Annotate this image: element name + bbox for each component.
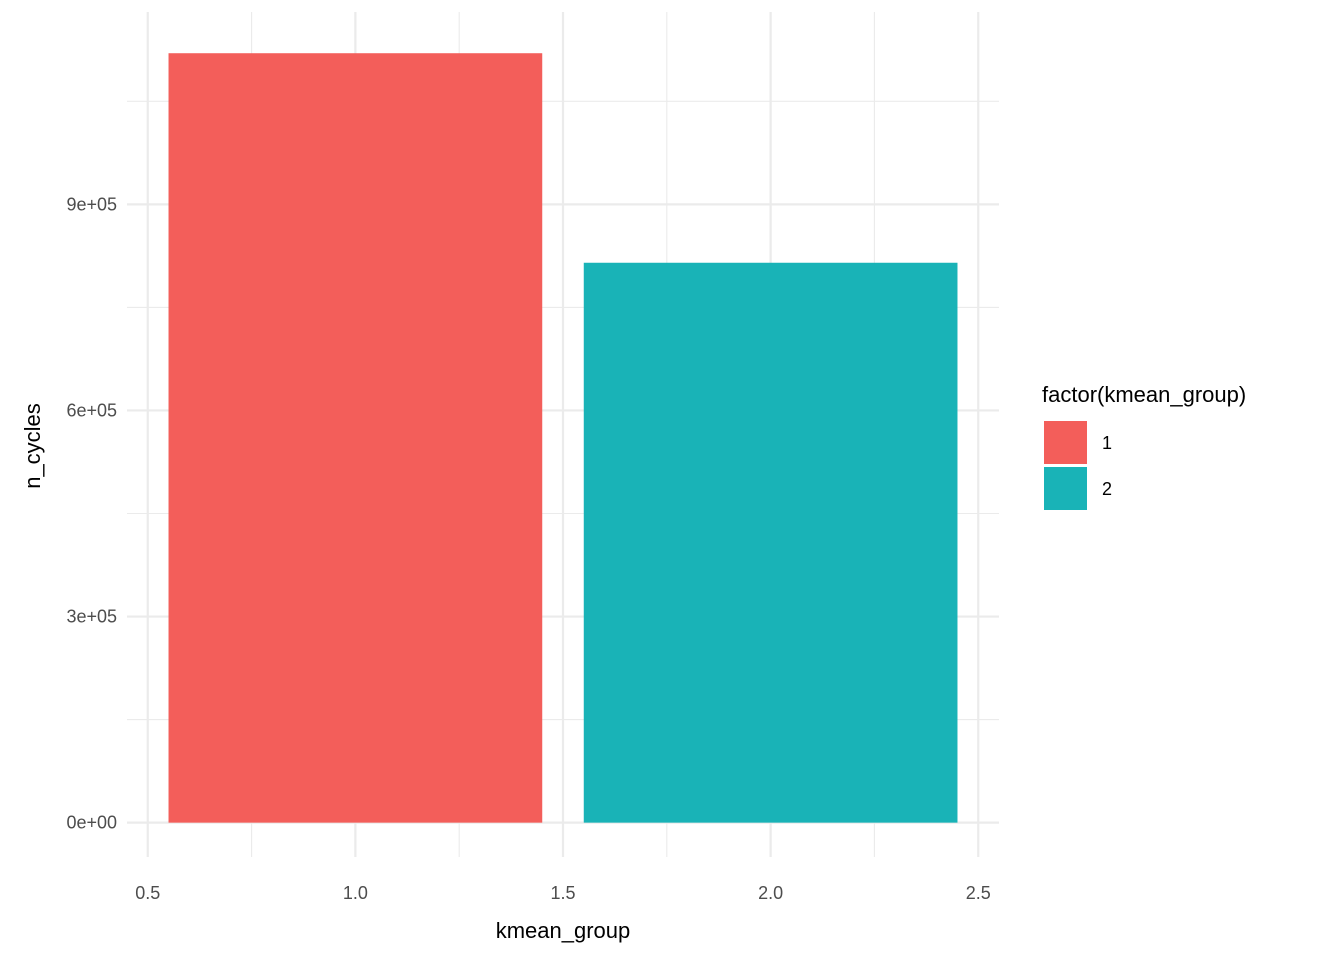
x-axis-ticks: 0.5 1.0 1.5 2.0 2.5 — [135, 883, 991, 903]
legend-key-2 — [1044, 467, 1087, 510]
bar-group-1 — [168, 53, 543, 823]
x-tick-label: 1.0 — [343, 883, 368, 903]
legend-label-1: 1 — [1102, 433, 1112, 453]
y-tick-label: 6e+05 — [66, 400, 117, 420]
y-tick-label: 9e+05 — [66, 194, 117, 214]
y-tick-label: 0e+00 — [66, 813, 117, 833]
bars — [168, 53, 958, 823]
x-tick-label: 2.5 — [966, 883, 991, 903]
x-axis-title: kmean_group — [496, 918, 631, 943]
y-axis-ticks: 0e+00 3e+05 6e+05 9e+05 — [66, 194, 117, 832]
x-tick-label: 2.0 — [758, 883, 783, 903]
x-tick-label: 0.5 — [135, 883, 160, 903]
legend-label-2: 2 — [1102, 479, 1112, 499]
legend-title: factor(kmean_group) — [1042, 382, 1246, 407]
y-tick-label: 3e+05 — [66, 607, 117, 627]
y-axis-title: n_cycles — [20, 403, 45, 489]
legend: factor(kmean_group) 1 2 — [1042, 382, 1246, 510]
bar-group-2 — [583, 262, 958, 823]
x-tick-label: 1.5 — [550, 883, 575, 903]
legend-key-1 — [1044, 421, 1087, 464]
